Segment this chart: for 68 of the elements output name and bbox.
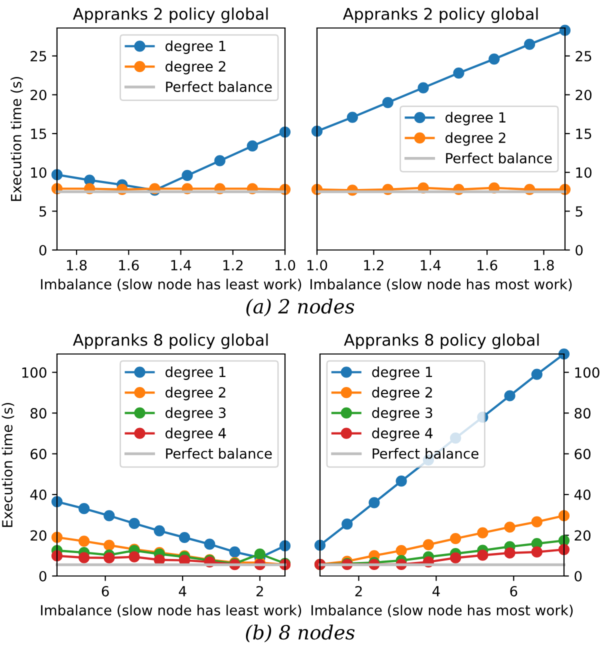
y-tick-label: 60 [30,448,46,460]
y-tick-label: 0 [574,570,582,582]
x-tick-label: 4 [432,586,440,596]
legend-label: Perfect balance [166,448,272,459]
y-tick-label: 0 [39,570,46,582]
x-tick-label: 2 [355,586,362,596]
y-tick-label: 100 [575,367,600,378]
x-tick-label: 1.6 [478,260,498,270]
legend-label: degree 4 [372,428,433,442]
text: (b) 8 nodes [246,624,355,642]
legend-label: degree 2 [446,132,506,146]
y-tick-label: 40 [574,490,590,500]
y-tick-label: 15 [576,128,592,140]
y-tick-label: 10 [31,167,46,178]
legend-label: Perfect balance [372,448,478,459]
legend-label: degree 2 [372,386,432,400]
x-axis-title: Imbalance (slow node has least work) [41,604,302,618]
legend-label: Perfect balance [446,152,552,164]
y-tick-label: 10 [576,167,592,178]
x-tick-label: 2 [256,586,263,596]
x-tick-label: 1.4 [171,260,192,270]
y-tick-label: 0 [39,244,46,256]
x-tick-label: 1.4 [420,260,441,270]
chart-title: Appranks 2 policy global [342,8,538,23]
y-tick-label: 20 [574,530,590,541]
y-tick-label: 15 [31,128,46,140]
x-axis-title: Imbalance (slow node has most work) [310,278,572,292]
x-tick-label: 1.8 [534,260,554,270]
x-tick-label: 1.6 [119,260,139,270]
y-tick-label: 60 [574,448,590,460]
legend-label: degree 2 [166,386,226,400]
chart-title: Appranks 8 policy global [344,334,539,349]
y-axis-title: Execution time (s) [2,402,14,527]
y-tick-label: 20 [30,530,46,541]
x-tick-label: 1.0 [275,260,296,270]
x-tick-label: 1.0 [307,260,328,270]
legend-label: degree 3 [372,407,432,421]
legend-label: Perfect balance [166,81,272,92]
y-tick-label: 25 [30,50,46,62]
y-tick-label: 80 [30,408,46,419]
text: (a) 2 nodes [246,298,354,316]
y-tick-label: 100 [22,367,46,378]
x-tick-label: 6 [510,586,518,596]
legend-label: degree 4 [166,428,226,442]
y-tick-label: 0 [576,244,583,256]
y-tick-label: 20 [30,90,46,100]
x-tick-label: 6 [102,586,109,596]
x-tick-label: 1.8 [67,260,87,270]
y-tick-label: 25 [576,50,592,62]
x-tick-label: 1.2 [223,260,243,270]
y-tick-label: 5 [40,206,46,217]
legend-label: degree 1 [166,366,226,380]
chart-title: Appranks 8 policy global [72,334,268,349]
chart-title: Appranks 2 policy global [72,8,268,23]
x-tick-label: 4 [178,586,186,596]
legend-label: degree 3 [166,407,226,421]
y-tick-label: 40 [30,490,46,500]
legend-label: degree 2 [166,60,226,74]
x-tick-label: 1.2 [364,260,384,270]
y-tick-label: 80 [574,408,590,419]
y-tick-label: 5 [576,206,582,217]
y-axis-title: Execution time (s) [10,76,23,201]
legend-label: degree 1 [166,40,226,54]
x-axis-title: Imbalance (slow node has least work) [41,278,302,292]
x-axis-title: Imbalance (slow node has most work) [312,604,573,618]
legend-label: degree 1 [372,366,432,380]
legend-label: degree 1 [446,112,506,126]
y-tick-label: 20 [576,90,592,100]
